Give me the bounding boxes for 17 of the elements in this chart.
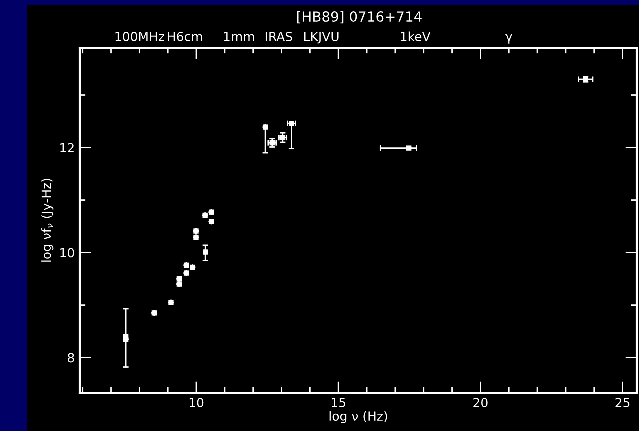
text: LKJVU <box>304 32 339 44</box>
text: 1keV <box>401 32 431 42</box>
text: IRAS <box>266 32 292 42</box>
text: γ <box>506 34 512 44</box>
chart-title: [HB89] 0716+714 <box>297 11 422 24</box>
x-axis-title: log ν (Hz) <box>330 411 388 424</box>
text: H6cm <box>168 32 202 42</box>
text: 1mm <box>224 32 254 42</box>
y-tick-label: 8 <box>68 353 74 363</box>
y-axis-title: log νf$_{ν}$ (Jy-Hz) <box>42 179 54 262</box>
x-tick-label: 15 <box>332 398 346 408</box>
x-tick-label: 10 <box>190 398 204 408</box>
x-tick-label: 25 <box>616 398 630 408</box>
y-tick-label: 12 <box>60 143 74 153</box>
text: 100MHz <box>116 32 164 42</box>
y-tick-label: 10 <box>60 248 74 258</box>
x-tick-label: 20 <box>474 398 488 408</box>
